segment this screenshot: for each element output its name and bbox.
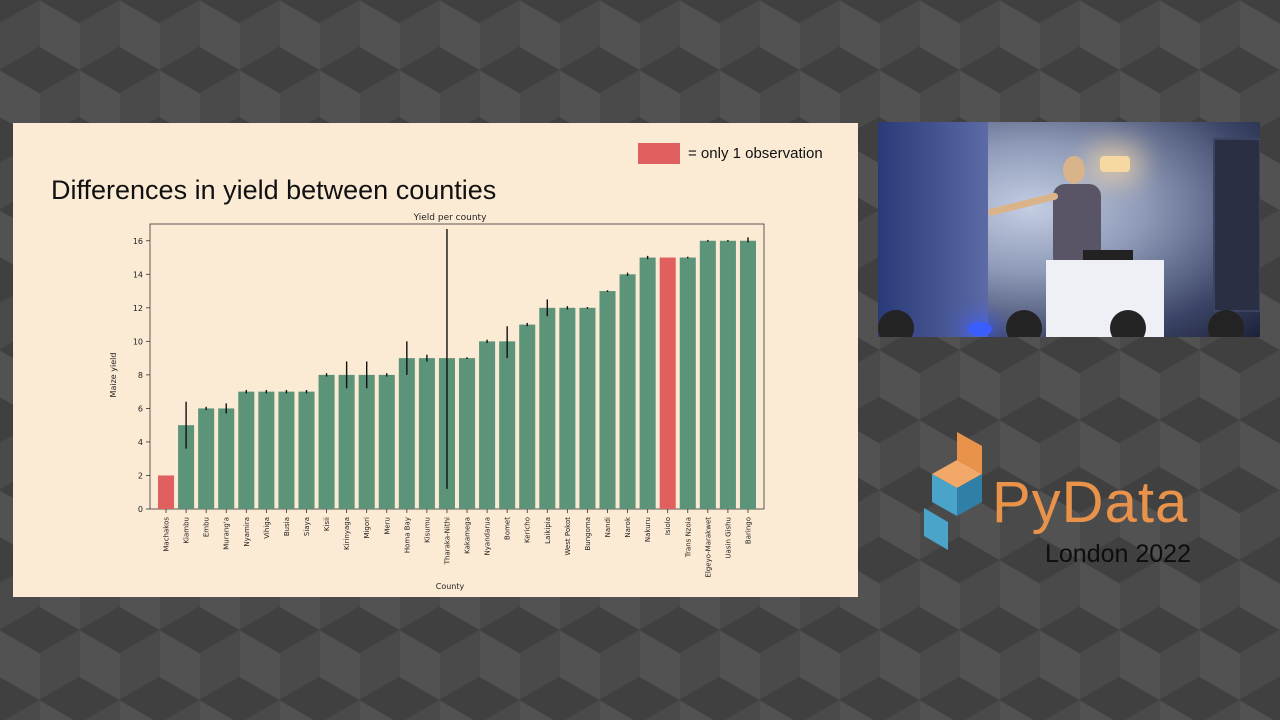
bar xyxy=(358,374,375,509)
x-tick-label: Uasin Gishu xyxy=(724,517,732,559)
laptop xyxy=(1083,250,1133,262)
bar xyxy=(278,391,295,509)
bar xyxy=(398,358,415,509)
x-tick-label: Isiolo xyxy=(664,517,672,535)
bar xyxy=(619,274,636,509)
y-tick-label: 2 xyxy=(138,471,143,480)
pydata-wordmark: PyData xyxy=(992,470,1189,535)
x-tick-label: Narok xyxy=(624,516,632,538)
x-tick-label: Murang'a xyxy=(223,517,231,550)
legend-label: = only 1 observation xyxy=(688,145,823,162)
audience-head xyxy=(1110,310,1146,337)
wall-lamp xyxy=(1100,156,1130,172)
speaker-body xyxy=(1053,184,1101,262)
bar xyxy=(238,391,255,509)
legend: = only 1 observation xyxy=(638,143,823,164)
bar xyxy=(519,324,536,509)
podium xyxy=(1046,260,1164,337)
audience-head xyxy=(878,310,914,337)
wall-left xyxy=(878,122,988,337)
bar xyxy=(479,341,496,509)
x-tick-label: Migori xyxy=(363,517,371,539)
x-tick-label: Kirinyaga xyxy=(343,517,351,550)
y-tick-label: 12 xyxy=(133,304,143,313)
x-tick-label: Kericho xyxy=(524,517,532,543)
x-tick-label: Kakamega xyxy=(464,517,472,554)
x-tick-label: Siaya xyxy=(303,517,311,536)
x-tick-label: Nyandarua xyxy=(484,517,492,555)
x-tick-label: Bomet xyxy=(504,517,512,540)
x-tick-label: Embu xyxy=(203,517,211,537)
x-tick-label: West Pokot xyxy=(564,517,572,556)
bar xyxy=(679,257,696,509)
pydata-logo-icon xyxy=(924,432,982,550)
x-tick-label: Trans Nzoia xyxy=(684,517,692,558)
x-tick-label: Homa Bay xyxy=(403,517,411,553)
x-tick-label: Elgeyo-Marakwet xyxy=(704,517,712,578)
x-tick-label: Tharaka-Nithi xyxy=(443,517,451,565)
bar xyxy=(338,374,355,509)
bar xyxy=(499,341,516,509)
plot-frame xyxy=(149,223,765,510)
bar xyxy=(739,240,756,509)
y-tick-label: 10 xyxy=(133,337,143,346)
bar xyxy=(699,240,716,509)
x-tick-label: Machakos xyxy=(163,517,171,552)
y-tick-label: 16 xyxy=(133,237,143,246)
bar xyxy=(378,374,395,509)
bar xyxy=(218,408,235,509)
yield-bar-chart: Yield per county County Maize yield 0 2 4 6… xyxy=(109,213,765,591)
bar xyxy=(639,257,656,509)
event-subtitle: London 2022 xyxy=(1045,540,1191,568)
y-tick-label: 14 xyxy=(133,270,143,279)
x-tick-label: Kisumu xyxy=(423,517,431,543)
bar xyxy=(258,391,275,509)
y-axis-label: Maize yield xyxy=(109,353,118,398)
bar xyxy=(418,358,435,509)
bar xyxy=(298,391,315,509)
bar xyxy=(579,307,596,509)
x-tick-label: Busia xyxy=(283,517,291,536)
x-tick-label: Kisii xyxy=(323,517,331,531)
speaker-arm xyxy=(987,192,1059,217)
bar xyxy=(659,257,676,509)
audience-head xyxy=(1208,310,1244,337)
bar xyxy=(158,475,175,509)
bar xyxy=(178,425,195,509)
y-tick-label: 6 xyxy=(138,404,143,413)
x-tick-label: Nakuru xyxy=(644,517,652,542)
chart-title: Yield per county xyxy=(413,213,487,223)
x-tick-label: Bungoma xyxy=(584,517,592,551)
legend-swatch xyxy=(638,143,680,164)
audience-head xyxy=(1006,310,1042,337)
x-tick-label: Vihiga xyxy=(263,517,271,539)
y-tick-label: 8 xyxy=(138,371,143,380)
bar xyxy=(559,307,576,509)
stage-light xyxy=(968,322,992,336)
x-tick-label: Nandi xyxy=(604,517,612,537)
bar xyxy=(318,374,335,509)
x-tick-label: Baringo xyxy=(744,517,752,544)
x-tick-label: Nyamira xyxy=(243,517,251,547)
x-tick-label: Meru xyxy=(383,517,391,535)
speaker-video xyxy=(878,122,1260,337)
x-axis-label: County xyxy=(436,582,465,591)
y-tick-label: 4 xyxy=(138,438,143,447)
bar xyxy=(539,307,556,509)
y-tick-label: 0 xyxy=(138,505,143,514)
slide-title: Differences in yield between counties xyxy=(51,175,497,205)
bar xyxy=(198,408,215,509)
x-tick-label: Laikipia xyxy=(544,517,552,544)
bar xyxy=(719,240,736,509)
bar xyxy=(599,291,616,509)
slide: Differences in yield between counties = … xyxy=(13,123,858,597)
x-tick-label: Kiambu xyxy=(183,517,191,544)
speaker-head xyxy=(1063,156,1085,184)
bar xyxy=(459,358,476,509)
door xyxy=(1213,138,1260,312)
